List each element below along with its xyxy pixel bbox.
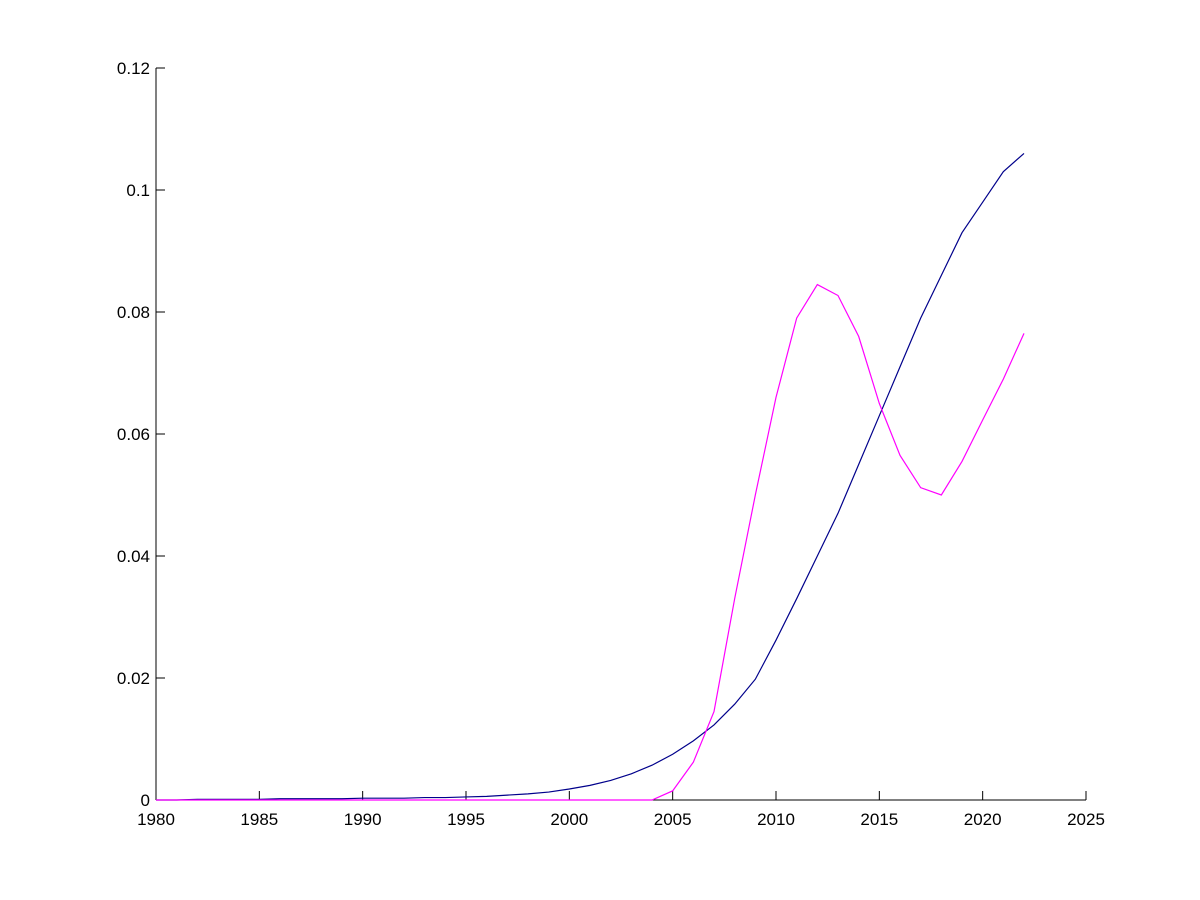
x-tick-label: 2000 bbox=[550, 810, 588, 829]
y-tick-label: 0.06 bbox=[117, 425, 150, 444]
x-tick-label: 2005 bbox=[654, 810, 692, 829]
x-tick-label: 1995 bbox=[447, 810, 485, 829]
series-line bbox=[156, 283, 1025, 801]
y-tick-label: 0.02 bbox=[117, 669, 150, 688]
y-tick-label: 0.08 bbox=[117, 303, 150, 322]
x-tick-label: 2020 bbox=[964, 810, 1002, 829]
x-tick-label: 1985 bbox=[240, 810, 278, 829]
x-tick-label: 2010 bbox=[757, 810, 795, 829]
y-tick-label: 0.1 bbox=[126, 181, 150, 200]
x-tick-label: 2025 bbox=[1067, 810, 1105, 829]
x-tick-label: 2015 bbox=[860, 810, 898, 829]
y-tick-label: 0.04 bbox=[117, 547, 150, 566]
x-tick-label: 1980 bbox=[137, 810, 175, 829]
y-tick-label: 0.12 bbox=[117, 59, 150, 78]
series-line bbox=[156, 152, 1025, 801]
y-tick-label: 0 bbox=[141, 791, 150, 810]
x-tick-label: 1990 bbox=[344, 810, 382, 829]
